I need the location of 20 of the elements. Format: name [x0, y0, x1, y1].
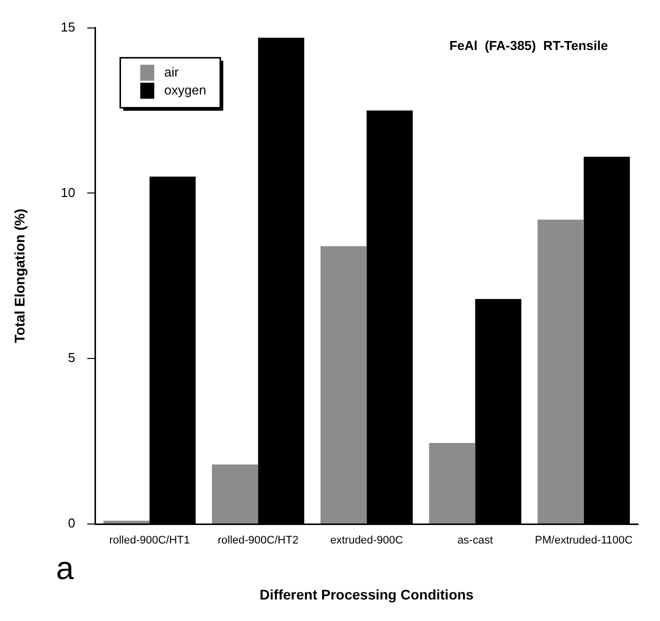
legend-label: oxygen [164, 82, 206, 98]
text: FeAl (FA-385) RT-Tensile [449, 38, 608, 53]
bar [429, 442, 476, 524]
legend-label: air [164, 64, 180, 80]
bar [212, 464, 258, 524]
y-tick-label: 0 [68, 516, 76, 531]
x-tick-label: rolled-900C/HT2 [218, 534, 298, 547]
x-tick-label: rolled-900C/HT1 [109, 534, 190, 547]
x-axis-title: Different Processing Conditions [260, 586, 474, 602]
text: a [56, 550, 74, 587]
x-tick-label: extruded-900C [330, 534, 404, 547]
bar [320, 246, 367, 524]
x-tick-label: PM/extruded-1100C [534, 534, 633, 547]
y-tick-label: 5 [68, 350, 76, 366]
bar [103, 520, 150, 524]
y-tick-label: 15 [60, 19, 76, 34]
x-tick-label: as-cast [457, 534, 493, 547]
y-axis-title: Total Elongation (%) [11, 208, 28, 344]
bar [538, 220, 584, 524]
y-tick-label: 10 [60, 184, 76, 200]
